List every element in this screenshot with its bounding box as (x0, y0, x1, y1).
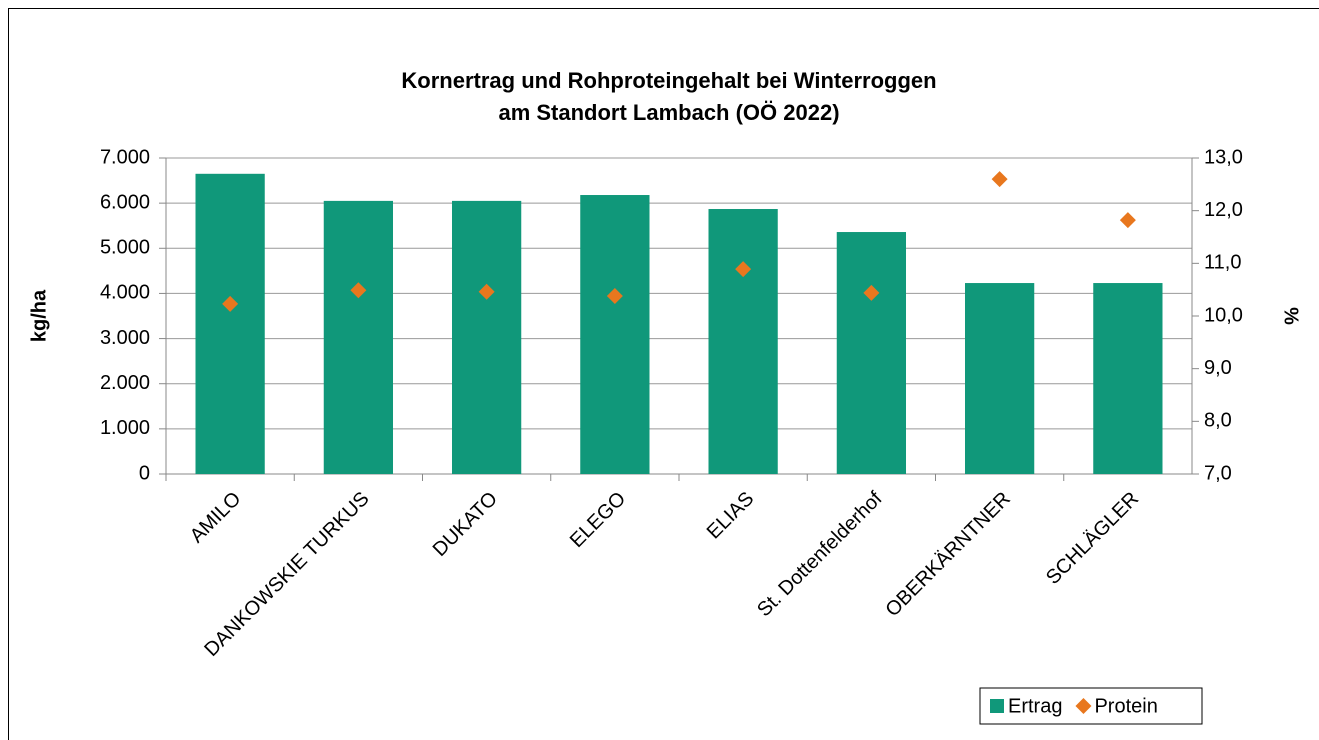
marker (606, 287, 623, 304)
bar (195, 173, 265, 475)
legend-label: Protein (1094, 695, 1157, 717)
marker (863, 284, 880, 301)
bar (836, 232, 907, 474)
x-tick-label: ELEGO (566, 488, 630, 552)
marker (478, 283, 495, 300)
bar (323, 200, 394, 474)
y2-tick-label: 7,0 (1204, 462, 1232, 484)
marker (1119, 212, 1136, 229)
legend-swatch (990, 699, 1004, 713)
marker (222, 295, 239, 312)
bar (708, 209, 778, 475)
y2-tick-label: 9,0 (1204, 357, 1232, 379)
y2-tick-label: 11,0 (1204, 252, 1241, 274)
x-tick-label: OBERKÄRNTNER (881, 488, 1014, 621)
chart-frame (8, 8, 1319, 740)
marker (991, 171, 1008, 188)
y2-tick-label: 10,0 (1204, 304, 1243, 326)
chart-subtitle: am Standort Lambach (OÖ 2022) (498, 100, 839, 125)
x-tick-label: ELIAS (703, 488, 759, 544)
y2-tick-label: 8,0 (1204, 410, 1232, 432)
y-tick-label: 7.000 (100, 146, 150, 168)
y-tick-label: 2.000 (100, 372, 150, 394)
bar (580, 195, 650, 474)
bar (964, 283, 1035, 474)
bar (1093, 283, 1163, 474)
bar (451, 200, 522, 474)
y-tick-label: 1.000 (100, 417, 150, 439)
x-tick-label: DUKATO (429, 488, 502, 561)
y-tick-label: 0 (139, 462, 150, 484)
y-tick-label: 3.000 (100, 327, 150, 349)
chart-title: Kornertrag und Rohproteingehalt bei Wint… (401, 68, 936, 93)
x-tick-label: SCHLÄGLER (1042, 488, 1143, 589)
marker (350, 282, 367, 299)
y2-tick-label: 12,0 (1204, 199, 1243, 221)
marker (735, 261, 752, 278)
x-tick-label: AMILO (186, 488, 246, 548)
y2-tick-label: 13,0 (1204, 146, 1243, 168)
y-axis-title: kg/ha (28, 289, 50, 342)
y-tick-label: 6.000 (100, 191, 150, 213)
legend-label: Ertrag (1008, 695, 1062, 717)
y2-axis-title: % (1280, 307, 1302, 325)
y-tick-label: 4.000 (100, 282, 150, 304)
y-tick-label: 5.000 (100, 237, 150, 259)
x-tick-label: St. Dottenfelderhof (753, 487, 887, 621)
legend-swatch (1075, 698, 1092, 714)
